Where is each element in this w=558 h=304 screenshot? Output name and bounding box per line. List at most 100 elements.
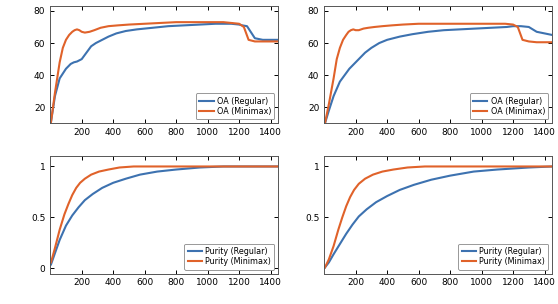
Line: OA (Regular): OA (Regular) [325, 26, 552, 123]
OA (Minimax) [47, 120, 54, 124]
Purity (Minimax) [325, 257, 332, 261]
OA (Minimax) [352, 28, 359, 32]
Purity (Regular) [526, 166, 532, 169]
Purity (Regular) [56, 238, 63, 242]
OA (Regular) [549, 33, 556, 37]
OA (Minimax) [365, 26, 372, 29]
Purity (Regular) [325, 261, 332, 264]
OA (Minimax) [526, 40, 532, 43]
OA (Minimax) [105, 24, 112, 28]
Purity (Regular) [69, 214, 75, 217]
Purity (Minimax) [47, 261, 54, 264]
Legend: OA (Regular), OA (Minimax): OA (Regular), OA (Minimax) [196, 93, 275, 119]
Purity (Regular) [275, 165, 282, 168]
OA (Regular) [325, 109, 332, 112]
OA (Minimax) [415, 22, 422, 26]
Purity (Minimax) [339, 216, 345, 219]
Purity (Regular) [549, 165, 556, 168]
OA (Regular) [99, 38, 105, 42]
OA (Minimax) [141, 22, 148, 26]
OA (Minimax) [66, 33, 73, 37]
Legend: Purity (Regular), Purity (Minimax): Purity (Regular), Purity (Minimax) [458, 244, 549, 270]
OA (Regular) [503, 25, 510, 29]
OA (Regular) [275, 38, 282, 42]
OA (Regular) [181, 23, 187, 27]
Purity (Minimax) [88, 173, 94, 176]
OA (Regular) [236, 23, 243, 26]
OA (Regular) [212, 22, 219, 26]
OA (Regular) [456, 28, 463, 31]
Purity (Minimax) [369, 173, 376, 176]
OA (Regular) [165, 24, 172, 28]
Purity (Minimax) [321, 266, 328, 269]
Line: OA (Minimax): OA (Minimax) [325, 24, 552, 123]
OA (Minimax) [74, 28, 80, 31]
OA (Minimax) [509, 23, 516, 26]
OA (Minimax) [519, 38, 526, 42]
OA (Minimax) [62, 38, 69, 42]
OA (Regular) [252, 36, 258, 40]
OA (Regular) [509, 24, 516, 28]
OA (Minimax) [114, 23, 121, 27]
OA (Regular) [228, 22, 234, 26]
OA (Regular) [68, 62, 74, 66]
Purity (Minimax) [95, 170, 102, 173]
OA (Minimax) [78, 30, 85, 34]
Legend: OA (Regular), OA (Minimax): OA (Regular), OA (Minimax) [470, 93, 549, 119]
OA (Minimax) [336, 46, 343, 50]
OA (Minimax) [228, 21, 234, 25]
OA (Regular) [93, 41, 99, 45]
OA (Minimax) [240, 25, 247, 29]
Purity (Regular) [411, 183, 417, 187]
Purity (Regular) [343, 232, 349, 236]
OA (Regular) [239, 23, 246, 27]
Purity (Minimax) [330, 244, 337, 248]
Legend: Purity (Regular), Purity (Minimax): Purity (Regular), Purity (Minimax) [185, 244, 275, 270]
OA (Minimax) [51, 91, 58, 95]
Purity (Regular) [321, 266, 328, 269]
OA (Regular) [51, 94, 58, 98]
OA (Regular) [346, 67, 353, 71]
OA (Minimax) [400, 23, 406, 26]
OA (Minimax) [220, 20, 227, 24]
Purity (Minimax) [73, 186, 80, 190]
Purity (Regular) [196, 166, 203, 169]
OA (Minimax) [236, 22, 243, 26]
OA (Regular) [259, 38, 266, 42]
OA (Regular) [409, 33, 416, 36]
Purity (Minimax) [362, 177, 368, 181]
OA (Minimax) [81, 31, 88, 34]
Purity (Minimax) [69, 193, 75, 197]
Purity (Minimax) [204, 165, 211, 168]
OA (Minimax) [343, 33, 349, 37]
Purity (Regular) [336, 242, 343, 246]
Purity (Regular) [220, 165, 227, 168]
Purity (Minimax) [116, 166, 123, 169]
OA (Regular) [122, 29, 129, 33]
Line: Purity (Regular): Purity (Regular) [51, 167, 278, 264]
OA (Regular) [396, 35, 403, 38]
OA (Regular) [47, 120, 54, 124]
Purity (Regular) [99, 186, 105, 190]
OA (Minimax) [431, 22, 437, 26]
OA (Minimax) [173, 20, 180, 24]
OA (Regular) [518, 24, 525, 28]
Line: Purity (Minimax): Purity (Minimax) [51, 167, 278, 262]
Purity (Minimax) [148, 165, 155, 168]
OA (Regular) [440, 28, 447, 32]
OA (Minimax) [86, 30, 93, 34]
Purity (Regular) [363, 208, 370, 211]
Purity (Regular) [137, 173, 143, 176]
Purity (Regular) [349, 223, 356, 226]
OA (Minimax) [447, 22, 454, 26]
Purity (Minimax) [478, 165, 485, 168]
Purity (Regular) [110, 181, 117, 185]
Purity (Regular) [355, 215, 362, 218]
OA (Regular) [336, 80, 343, 83]
OA (Regular) [341, 73, 348, 77]
OA (Minimax) [379, 24, 386, 28]
OA (Minimax) [275, 40, 282, 43]
Purity (Regular) [373, 200, 379, 204]
Purity (Regular) [51, 251, 58, 255]
Purity (Minimax) [421, 165, 428, 168]
